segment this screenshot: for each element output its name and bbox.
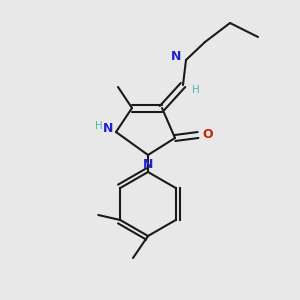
Text: N: N <box>143 158 153 172</box>
Text: H: H <box>192 85 200 95</box>
Text: H: H <box>95 121 103 131</box>
Text: O: O <box>203 128 213 140</box>
Text: N: N <box>103 122 113 134</box>
Text: N: N <box>171 50 181 62</box>
